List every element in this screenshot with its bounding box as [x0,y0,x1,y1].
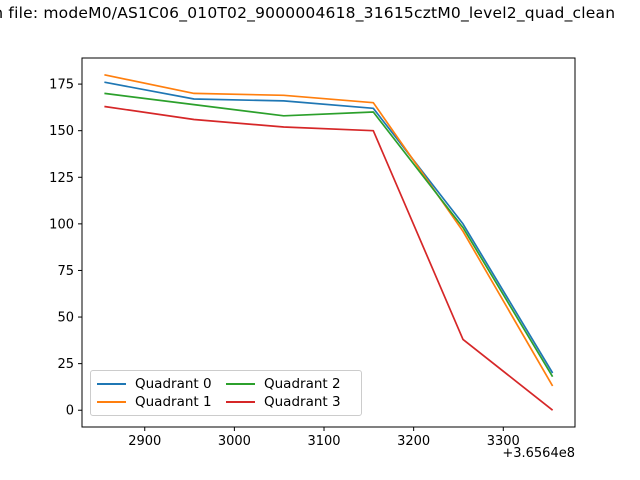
y-tick-label: 0 [66,404,74,419]
legend: Quadrant 0 Quadrant 2 Quadrant 1 Quadran… [90,370,362,416]
legend-line-quadrant-0 [97,382,126,385]
series-line-quadrant-2 [104,92,554,378]
legend-item-quadrant-2: Quadrant 2 [226,376,355,392]
plot-frame [81,57,576,428]
series-line-quadrant-1 [104,73,554,387]
legend-label-quadrant-0: Quadrant 0 [135,375,212,392]
legend-line-quadrant-3 [226,401,255,404]
legend-label-quadrant-2: Quadrant 2 [264,375,341,392]
legend-item-quadrant-3: Quadrant 3 [226,394,355,410]
x-tick-label: 3200 [397,434,430,449]
x-tick-label: 3000 [218,434,251,449]
x-tick-label: 3100 [307,434,340,449]
legend-item-quadrant-0: Quadrant 0 [97,376,226,392]
y-tick-label: 75 [57,264,74,279]
legend-line-quadrant-1 [97,401,126,404]
series-line-quadrant-3 [104,105,554,411]
legend-label-quadrant-1: Quadrant 1 [135,394,212,411]
x-axis-offset-label: +3.6564e8 [502,446,575,461]
y-tick-label: 25 [57,357,74,372]
y-tick-label: 50 [57,311,74,326]
x-tick-label: 3300 [487,434,520,449]
y-tick-label: 150 [49,124,74,139]
y-tick-label: 175 [49,78,74,93]
legend-label-quadrant-3: Quadrant 3 [264,394,341,411]
series-line-quadrant-0 [104,81,554,374]
x-tick-label: 2900 [128,434,161,449]
y-tick-label: 100 [49,217,74,232]
legend-item-quadrant-1: Quadrant 1 [97,394,226,410]
figure-title: m file: modeM0/AS1C06_010T02_9000004618_… [0,4,616,22]
y-tick-label: 125 [49,171,74,186]
legend-line-quadrant-2 [226,382,255,385]
